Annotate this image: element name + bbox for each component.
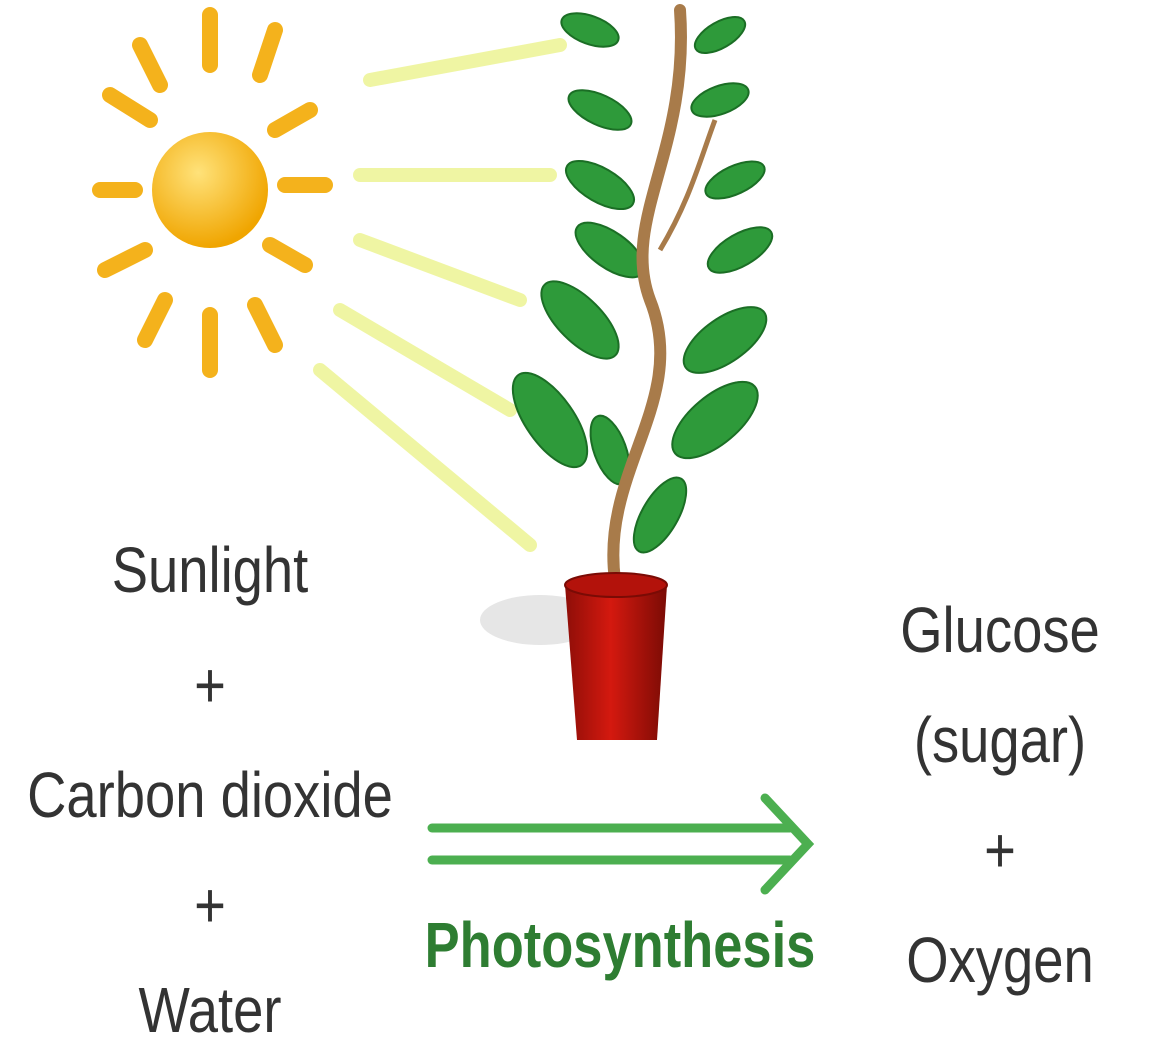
- light-beams: [320, 45, 560, 545]
- product: Oxygen: [906, 924, 1093, 996]
- products: Glucose (sugar) + Oxygen: [900, 594, 1100, 996]
- product: Glucose: [900, 594, 1100, 666]
- reaction-arrow: [432, 798, 808, 890]
- plus-sign: +: [194, 869, 226, 941]
- process-label: Photosynthesis: [425, 910, 816, 981]
- reactant: Carbon dioxide: [27, 759, 393, 831]
- reactant: Sunlight: [112, 534, 309, 606]
- sun: [100, 15, 325, 370]
- product-note: (sugar): [914, 704, 1086, 776]
- pot: [480, 573, 667, 740]
- plus-sign: +: [984, 814, 1016, 886]
- reactant: Water: [138, 974, 281, 1046]
- plant: [499, 7, 779, 580]
- plus-sign: +: [194, 649, 226, 721]
- photosynthesis-diagram: Sunlight + Carbon dioxide + Water Photos…: [0, 0, 1158, 1050]
- reactants: Sunlight + Carbon dioxide + Water: [27, 534, 393, 1046]
